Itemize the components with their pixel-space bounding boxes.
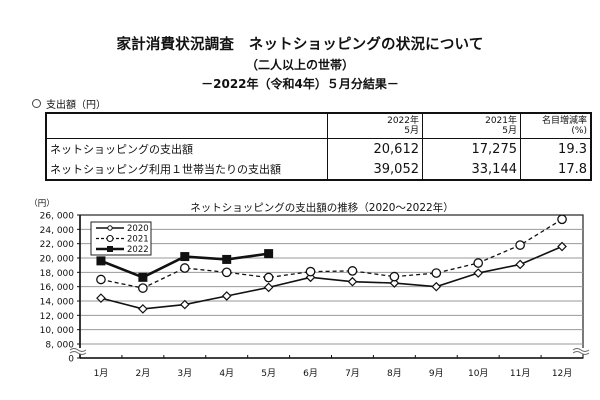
series-2021 bbox=[96, 214, 567, 293]
data-point bbox=[179, 263, 190, 273]
y-tick-label: 8, 000 bbox=[45, 341, 74, 351]
data-point bbox=[96, 293, 106, 303]
x-tick-label: 6月 bbox=[303, 368, 318, 379]
y-tick-label: 18, 000 bbox=[40, 269, 75, 279]
x-tick-label: 10月 bbox=[468, 368, 488, 379]
data-point bbox=[221, 291, 232, 301]
report-period: －2022年（令和4年）５月分結果－ bbox=[201, 77, 399, 91]
section-heading: 支出額（円） bbox=[32, 96, 106, 111]
table-row: ネットショッピングの支出額 20,612 17,275 19.3 bbox=[45, 138, 592, 159]
data-point bbox=[96, 274, 106, 285]
legend-label: 2020 bbox=[127, 224, 149, 234]
y-tick-labels: 0 8, 000 10, 000 12, 000 14, 000 16, 000 18, 0… bbox=[40, 212, 75, 365]
data-point bbox=[473, 258, 484, 268]
data-point bbox=[264, 249, 274, 259]
data-point bbox=[347, 276, 358, 287]
expenditure-table: 2022年 5月 2021年 5月 名目増減率 (%) ネットショッピングの支出額 2… bbox=[45, 112, 592, 181]
cell-value: 39,052 bbox=[327, 159, 423, 181]
legend-label: 2022 bbox=[127, 245, 149, 255]
x-tick-label: 11月 bbox=[510, 368, 530, 379]
y-tick-label: 16, 000 bbox=[40, 283, 75, 293]
axis-break-mask bbox=[70, 348, 86, 354]
data-point bbox=[263, 282, 274, 293]
y-tick-label: 22, 000 bbox=[40, 240, 75, 250]
table-header-row: 2022年 5月 2021年 5月 名目増減率 (%) bbox=[45, 112, 592, 139]
axis-break-icon bbox=[69, 351, 87, 355]
series-line bbox=[100, 218, 563, 289]
table-header-cell: 2021年 5月 bbox=[422, 112, 521, 139]
legend-label: 2021 bbox=[127, 235, 149, 245]
data-point bbox=[389, 271, 400, 282]
data-point bbox=[222, 254, 232, 264]
table-header-blank bbox=[45, 112, 328, 139]
y-tick-label: 20, 000 bbox=[40, 255, 75, 265]
data-point bbox=[557, 214, 567, 225]
y-tick-label: 24, 000 bbox=[40, 226, 75, 236]
x-tick-label: 12月 bbox=[552, 368, 572, 379]
data-point bbox=[179, 299, 190, 310]
x-tick-label: 7月 bbox=[345, 368, 360, 379]
data-point bbox=[263, 272, 274, 283]
data-point bbox=[473, 268, 484, 278]
cell-value: 20,612 bbox=[327, 138, 423, 159]
data-point bbox=[96, 256, 106, 266]
data-point bbox=[138, 304, 148, 314]
x-tick-label: 4月 bbox=[219, 368, 234, 379]
axis-break-icon bbox=[572, 351, 590, 355]
series-2022 bbox=[96, 249, 274, 282]
row-label: ネットショッピング利用１世帯当たりの支出額 bbox=[45, 159, 328, 181]
axis-break-icon bbox=[69, 348, 87, 352]
axis-break-mask bbox=[573, 348, 589, 354]
table-header-cell: 2022年 5月 bbox=[327, 112, 423, 139]
y-axis-unit: （円） bbox=[29, 198, 55, 209]
table-row: ネットショッピング利用１世帯当たりの支出額 39,052 33,144 17.8 bbox=[45, 159, 592, 181]
x-tick-label: 8月 bbox=[387, 368, 402, 379]
y-tick-label: 0 bbox=[68, 355, 74, 365]
cell-value: 33,144 bbox=[422, 159, 521, 181]
axis-break-icon bbox=[572, 348, 590, 352]
y-tick-label: 10, 000 bbox=[40, 326, 75, 336]
data-point bbox=[347, 266, 358, 276]
y-tick-label: 14, 000 bbox=[40, 298, 75, 308]
page-title: 家計消費状況調査 ネットショッピングの状況について bbox=[116, 37, 484, 53]
data-point bbox=[180, 252, 190, 262]
x-tick-label: 1月 bbox=[94, 368, 109, 379]
spending-trend-chart: ネットショッピングの支出額の推移（2020～2022年） （円） 0 8, 000… bbox=[29, 198, 590, 379]
x-tick-label: 2月 bbox=[136, 368, 151, 379]
x-tick-label: 3月 bbox=[177, 368, 192, 379]
table-header-cell: 名目増減率 (%) bbox=[520, 112, 592, 139]
section-label: 支出額（円） bbox=[46, 100, 106, 111]
circle-bullet-icon bbox=[32, 99, 41, 108]
page-subtitle: （二人以上の世帯） bbox=[245, 58, 354, 72]
cell-value: 17.8 bbox=[520, 159, 592, 181]
data-point bbox=[305, 266, 316, 277]
data-point bbox=[515, 240, 525, 250]
legend-marker bbox=[107, 225, 113, 231]
row-label: ネットショッピングの支出額 bbox=[45, 138, 328, 159]
data-point bbox=[138, 272, 148, 282]
chart-title: ネットショッピングの支出額の推移（2020～2022年） bbox=[190, 201, 453, 214]
x-tick-label: 5月 bbox=[261, 368, 276, 379]
data-point bbox=[431, 268, 442, 278]
y-tick-label: 12, 000 bbox=[40, 312, 75, 322]
data-point bbox=[221, 267, 232, 278]
series-line bbox=[100, 245, 563, 310]
data-point bbox=[557, 241, 567, 252]
series-2020 bbox=[96, 241, 567, 314]
legend-marker bbox=[107, 246, 113, 252]
y-tick-label: 26, 000 bbox=[40, 212, 75, 222]
data-point bbox=[431, 281, 442, 292]
cell-value: 19.3 bbox=[520, 138, 592, 159]
gridlines bbox=[69, 214, 590, 359]
data-point bbox=[515, 259, 525, 270]
data-point bbox=[138, 283, 148, 293]
series-lines bbox=[96, 214, 567, 314]
x-tick-labels: 1月 2月 3月 4月 5月 6月 7月 8月 9月 10月 11月 12月 bbox=[94, 368, 573, 379]
legend-marker bbox=[106, 234, 114, 243]
cell-value: 17,275 bbox=[422, 138, 521, 159]
data-point bbox=[389, 278, 400, 288]
x-tick-label: 9月 bbox=[429, 368, 444, 379]
